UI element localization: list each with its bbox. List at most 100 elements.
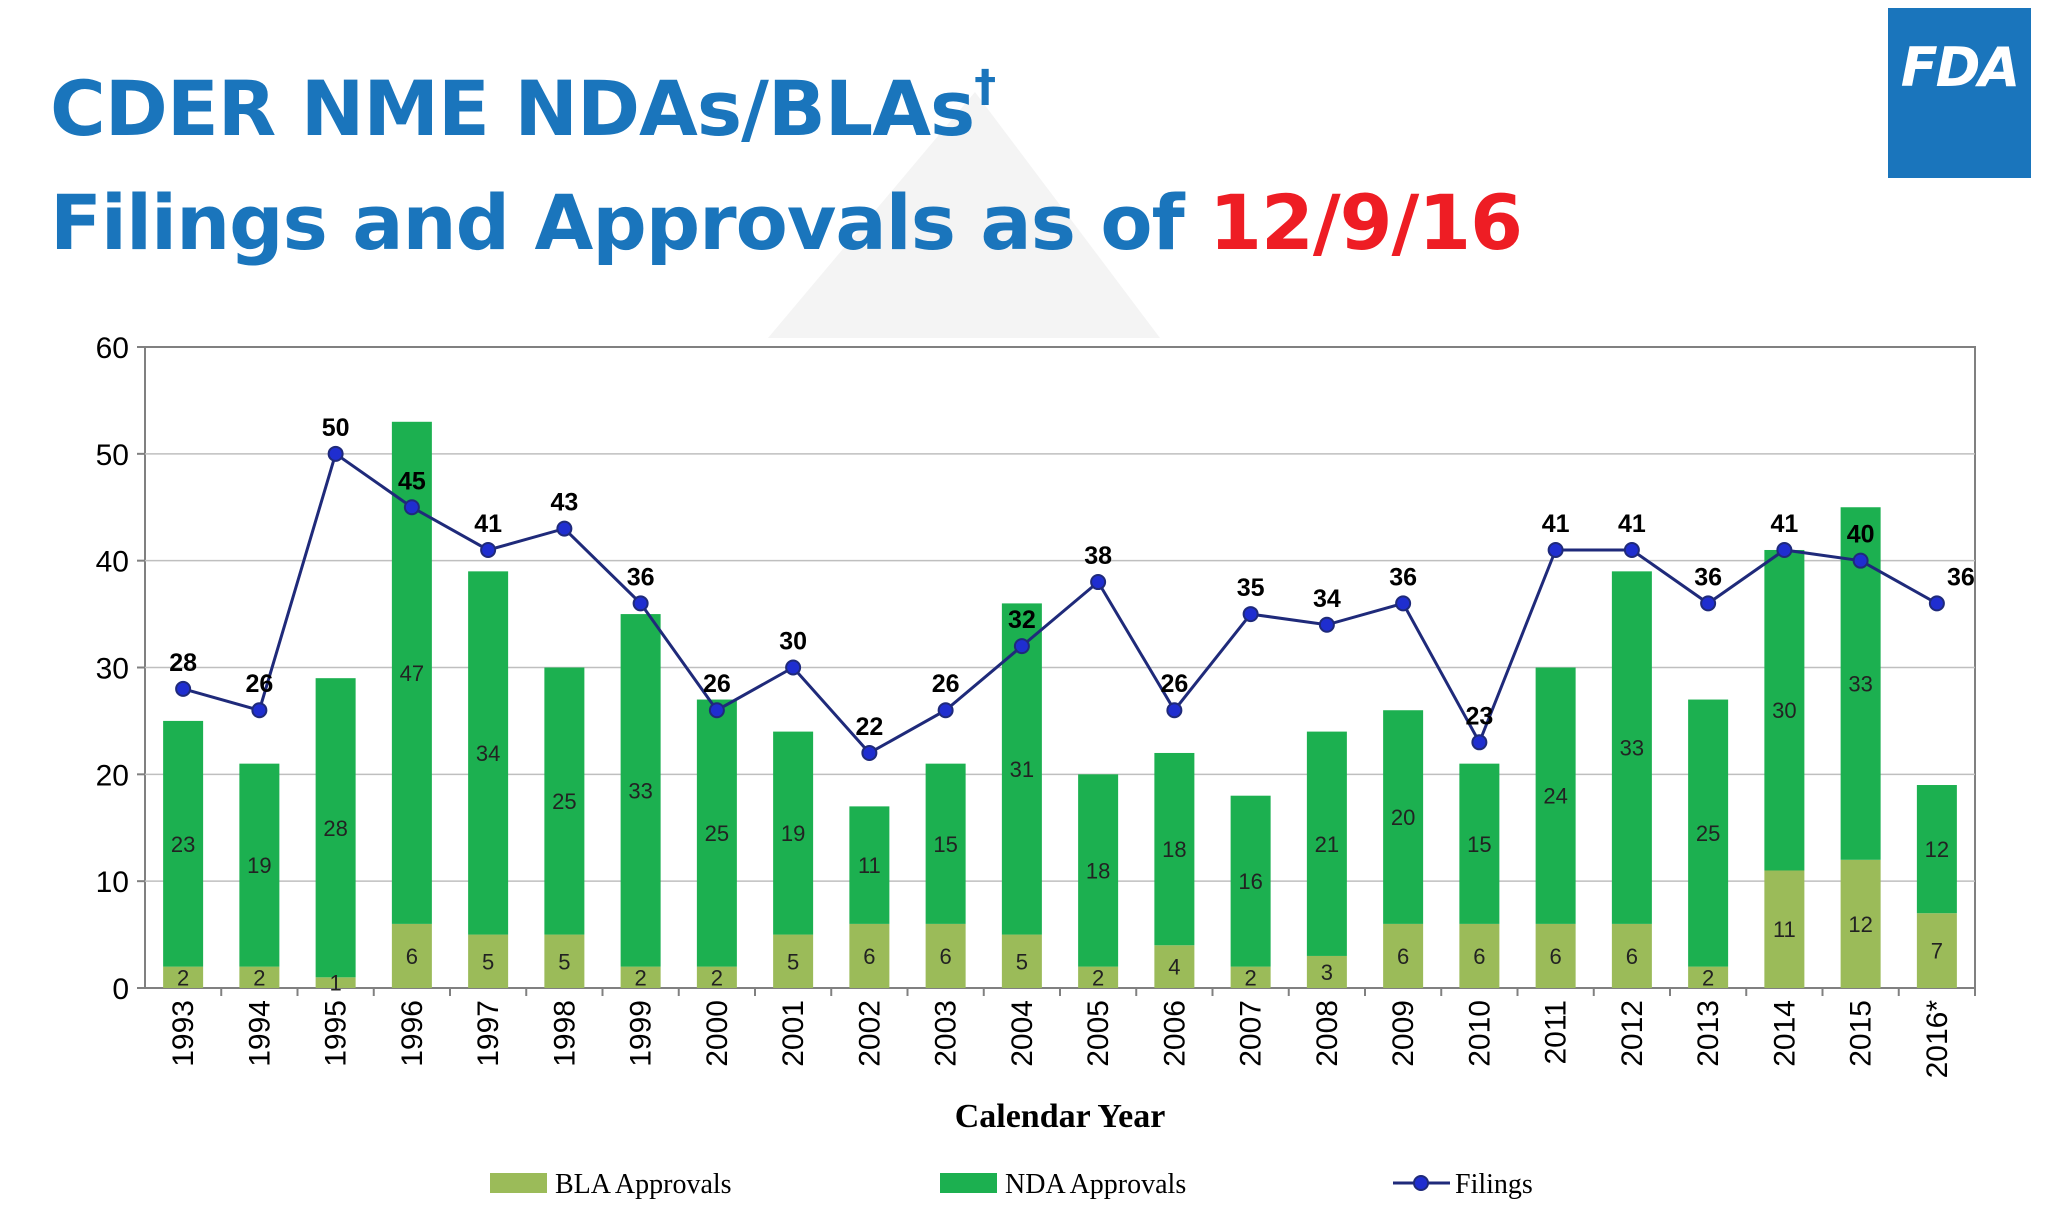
nda-value-label: 33: [1620, 736, 1644, 761]
nda-value-label: 19: [781, 821, 805, 846]
bar-bla: [1154, 945, 1195, 988]
bla-value-label: 5: [787, 949, 799, 974]
bar-bla: [849, 923, 890, 988]
x-tick-label: 2001: [777, 1000, 810, 1067]
bar-nda: [773, 731, 814, 935]
bar-nda: [1154, 752, 1195, 946]
bar-nda: [163, 720, 204, 967]
nda-value-label: 28: [323, 816, 347, 841]
bla-value-label: 2: [635, 965, 647, 990]
bla-value-label: 11: [1773, 917, 1796, 942]
x-tick-label: 2000: [701, 1000, 734, 1067]
filings-value-label: 41: [1770, 510, 1798, 538]
filings-point: [708, 702, 725, 719]
filings-point: [1700, 595, 1717, 612]
nda-value-label: 25: [552, 789, 576, 814]
nda-value-label: 30: [1772, 698, 1796, 723]
filings-point: [785, 659, 802, 676]
filings-value-label: 36: [627, 563, 655, 591]
nda-value-label: 11: [858, 853, 881, 878]
bar-bla: [163, 966, 204, 988]
filings-point: [1090, 574, 1107, 591]
filings-point: [1013, 638, 1030, 655]
filings-point: [480, 541, 497, 558]
nda-value-label: 47: [400, 661, 424, 686]
bar-nda: [315, 678, 356, 978]
filings-value-label: 26: [703, 670, 731, 698]
y-tick-label: 20: [96, 759, 129, 792]
filings-value-label: 36: [1694, 563, 1722, 591]
nda-value-label: 15: [1467, 832, 1491, 857]
x-tick-label: 2003: [930, 1000, 963, 1067]
bar-nda: [1535, 667, 1576, 924]
bla-value-label: 6: [1397, 944, 1409, 969]
legend-label-bla: BLA Approvals: [555, 1169, 732, 1200]
filings-value-label: 41: [1618, 510, 1646, 538]
bar-nda: [1916, 785, 1957, 914]
filings-point: [1623, 541, 1640, 558]
bla-value-label: 5: [558, 949, 570, 974]
nda-value-label: 21: [1315, 832, 1339, 857]
filings-point: [1395, 595, 1412, 612]
bar-bla: [315, 977, 356, 988]
bar-bla: [773, 934, 814, 988]
filings-value-label: 36: [1947, 563, 1975, 591]
x-tick-label: 2010: [1463, 1000, 1496, 1067]
bla-value-label: 6: [863, 944, 875, 969]
x-tick-label: 2007: [1235, 1000, 1268, 1067]
nda-value-label: 19: [247, 853, 271, 878]
bar-bla: [620, 966, 661, 988]
x-axis-title: Calendar Year: [955, 1098, 1166, 1135]
fda-logo: FDA: [1888, 8, 2031, 178]
title-subtext: Filings and Approvals as of: [50, 178, 1210, 267]
bla-value-label: 2: [177, 965, 189, 990]
x-tick-label: 2005: [1082, 1000, 1115, 1067]
nda-value-label: 15: [933, 832, 957, 857]
nda-value-label: 34: [476, 741, 500, 766]
filings-value-label: 26: [1160, 670, 1188, 698]
bar-nda: [1459, 763, 1500, 924]
y-tick-label: 50: [96, 439, 129, 472]
filings-point: [937, 702, 954, 719]
x-tick-label: 1997: [472, 1000, 505, 1067]
bla-value-label: 6: [406, 944, 418, 969]
bar-nda: [468, 571, 509, 935]
nda-value-label: 23: [171, 832, 195, 857]
filings-point: [1776, 541, 1793, 558]
y-tick-label: 10: [96, 866, 129, 899]
filings-point: [1928, 595, 1945, 612]
x-tick-label: 2016*: [1921, 1000, 1954, 1079]
title-line-2: Filings and Approvals as of 12/9/16: [50, 166, 1523, 280]
filings-value-label: 30: [779, 628, 807, 656]
y-tick-label: 30: [96, 653, 129, 686]
nda-value-label: 20: [1391, 805, 1415, 830]
bla-value-label: 6: [1626, 944, 1638, 969]
nda-value-label: 12: [1925, 837, 1949, 862]
x-tick-label: 2006: [1158, 1000, 1191, 1067]
filings-point: [556, 520, 573, 537]
filings-value-label: 28: [169, 649, 197, 677]
title-dagger: †: [974, 61, 996, 112]
filings-value-label: 40: [1847, 521, 1875, 549]
filings-point: [175, 680, 192, 697]
filings-value-label: 22: [855, 713, 883, 741]
nda-value-label: 33: [628, 778, 652, 803]
filings-point: [1242, 606, 1259, 623]
x-tick-label: 1996: [396, 1000, 429, 1067]
bar-nda: [849, 806, 890, 924]
legend-swatch-bla: [490, 1173, 547, 1193]
filings-value-label: 41: [1542, 510, 1570, 538]
x-tick-label: 2008: [1311, 1000, 1344, 1067]
filings-point: [632, 595, 649, 612]
nda-value-label: 24: [1543, 784, 1567, 809]
bar-nda: [1383, 710, 1424, 924]
x-tick-label: 2011: [1540, 1000, 1573, 1065]
filings-value-label: 36: [1389, 563, 1417, 591]
slide-title: CDER NME NDAs/BLAs† Filings and Approval…: [50, 30, 1523, 280]
bla-value-label: 2: [1702, 965, 1714, 990]
bar-bla: [1764, 870, 1805, 988]
bar-nda: [696, 699, 737, 967]
filings-point: [327, 445, 344, 462]
